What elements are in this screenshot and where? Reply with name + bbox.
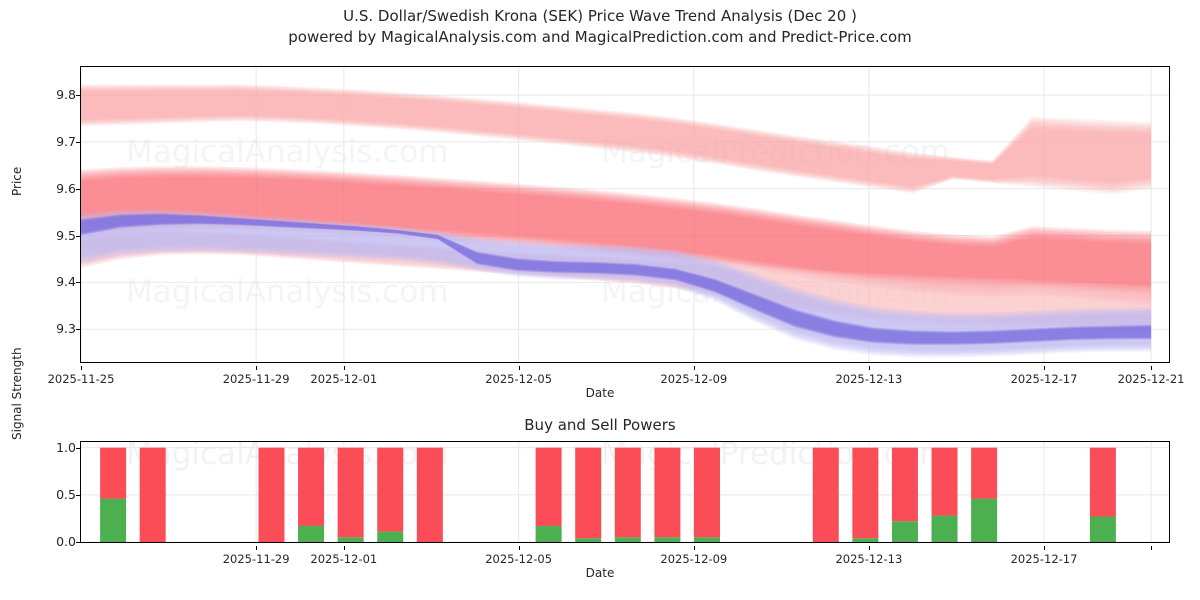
sell-power-bar [337, 447, 364, 538]
buy-power-bar [693, 537, 720, 542]
price-x-tick-mark [1151, 366, 1153, 370]
buy-power-bar [535, 525, 562, 542]
sell-power-bar [535, 447, 562, 526]
sell-power-bar [377, 447, 404, 532]
signal-chart-panel: MagicalAnalysis.com MagicalPrediction.com [80, 441, 1170, 543]
page-title: U.S. Dollar/Swedish Krona (SEK) Price Wa… [0, 6, 1200, 48]
signal-x-tick-mark [693, 546, 695, 550]
sell-power-bar [614, 447, 641, 538]
signal-x-tick-mark [1151, 546, 1153, 550]
price-y-tick-label: 9.6 [56, 180, 76, 196]
price-x-tick-mark [518, 366, 520, 370]
sell-power-bar [931, 447, 958, 516]
buy-power-bar [575, 538, 602, 542]
price-x-tick-label: 2025-11-29 [222, 372, 290, 386]
price-y-tick-mark [76, 282, 80, 284]
buy-power-bar [852, 538, 879, 542]
sell-power-bar [1089, 447, 1116, 517]
price-x-tick-label: 2025-12-17 [1010, 372, 1078, 386]
sell-power-bar [298, 447, 325, 526]
buy-power-bar [1089, 516, 1116, 542]
price-x-tick-mark [868, 366, 870, 370]
sell-power-bar [416, 447, 443, 542]
sell-power-bar [575, 447, 602, 539]
price-y-tick-mark [76, 329, 80, 331]
price-x-tick-mark [693, 366, 695, 370]
signal-y-tick-label: 0.5 [56, 486, 76, 502]
title-line-2: powered by MagicalAnalysis.com and Magic… [288, 28, 912, 46]
price-x-tick-label: 2025-12-09 [660, 372, 728, 386]
price-y-tick-label: 9.8 [56, 87, 76, 103]
sell-power-bar [891, 447, 918, 522]
sell-power-bar [971, 447, 998, 499]
signal-x-tick-mark [256, 546, 258, 550]
price-y-ticks: 9.3 9.4 9.5 9.6 9.7 9.8 [18, 66, 80, 363]
price-x-tick-label: 2025-11-25 [47, 372, 115, 386]
svg-text:MagicalAnalysis.com: MagicalAnalysis.com [126, 134, 448, 170]
sell-power-bar [812, 447, 839, 542]
signal-y-axis-label: Signal Strength [10, 347, 24, 440]
price-y-tick-mark [76, 235, 80, 237]
signal-x-tick-label: 2025-12-09 [660, 552, 728, 566]
signal-x-tick-label: 2025-12-13 [835, 552, 903, 566]
price-x-tick-label: 2025-12-13 [835, 372, 903, 386]
signal-chart-title: Buy and Sell Powers [524, 416, 676, 434]
buy-power-bar [298, 525, 325, 542]
price-x-tick-label: 2025-12-05 [485, 372, 553, 386]
price-x-axis-label: Date [585, 386, 615, 400]
buy-power-bar [100, 498, 127, 542]
price-y-tick-label: 9.5 [56, 227, 76, 243]
signal-x-axis-label: Date [585, 566, 615, 580]
buy-power-bar [971, 498, 998, 542]
price-y-tick-mark [76, 188, 80, 190]
signal-y-ticks: 0.0 0.5 1.0 [18, 439, 80, 549]
signal-x-tick-mark [518, 546, 520, 550]
price-y-tick-label: 9.7 [56, 133, 76, 149]
signal-x-tick-label: 2025-11-29 [222, 552, 290, 566]
price-chart-panel: MagicalAnalysis.com MagicalPrediction.com… [80, 66, 1170, 363]
price-plot-area: MagicalAnalysis.com MagicalPrediction.com… [81, 67, 1169, 362]
signal-x-tick-label: 2025-12-01 [310, 552, 378, 566]
sell-power-bar [100, 447, 127, 499]
price-x-tick-label: 2025-12-01 [310, 372, 378, 386]
price-x-tick-mark [256, 366, 258, 370]
sell-power-bar [258, 447, 285, 542]
price-x-tick-label: 2025-12-21 [1117, 372, 1185, 386]
svg-text:MagicalPrediction.com: MagicalPrediction.com [601, 134, 950, 170]
signal-y-tick-label: 0.0 [56, 534, 76, 549]
signal-y-tick-label: 1.0 [56, 439, 76, 455]
buy-power-bar [891, 521, 918, 542]
buy-power-bar [337, 537, 364, 542]
price-y-tick-label: 9.3 [56, 321, 76, 337]
signal-plot-area: MagicalAnalysis.com MagicalPrediction.com [81, 442, 1169, 542]
signal-x-ticks: 2025-11-29 2025-12-01 2025-12-05 2025-12-09… [80, 546, 1170, 566]
signal-x-tick-label: 2025-12-05 [485, 552, 553, 566]
signal-x-tick-mark [343, 546, 345, 550]
svg-text:MagicalAnalysis.com: MagicalAnalysis.com [126, 274, 448, 310]
signal-x-tick-mark [1044, 546, 1046, 550]
signal-x-tick-label: 2025-12-17 [1010, 552, 1078, 566]
signal-y-tick-mark [76, 447, 80, 449]
signal-y-tick-mark [76, 494, 80, 496]
signal-x-tick-mark [868, 546, 870, 550]
price-x-tick-mark [1044, 366, 1046, 370]
buy-power-bar [377, 531, 404, 542]
buy-power-bar [614, 537, 641, 542]
sell-power-bar [139, 447, 166, 542]
price-x-ticks: 2025-11-25 2025-11-29 2025-12-01 2025-12-05… [48, 366, 1184, 386]
price-y-tick-label: 9.4 [56, 274, 76, 290]
sell-power-bar [693, 447, 720, 538]
buy-power-bar [931, 515, 958, 542]
price-y-tick-mark [76, 141, 80, 143]
buy-power-bar [654, 537, 681, 542]
sell-power-bar [654, 447, 681, 538]
title-line-1: U.S. Dollar/Swedish Krona (SEK) Price Wa… [343, 7, 857, 25]
price-x-tick-mark [343, 366, 345, 370]
signal-y-tick-mark [76, 542, 80, 543]
price-y-tick-mark [76, 95, 80, 97]
price-x-tick-mark [81, 366, 82, 370]
svg-text:MagicalPrediction.com: MagicalPrediction.com [601, 274, 950, 310]
sell-power-bar [852, 447, 879, 539]
